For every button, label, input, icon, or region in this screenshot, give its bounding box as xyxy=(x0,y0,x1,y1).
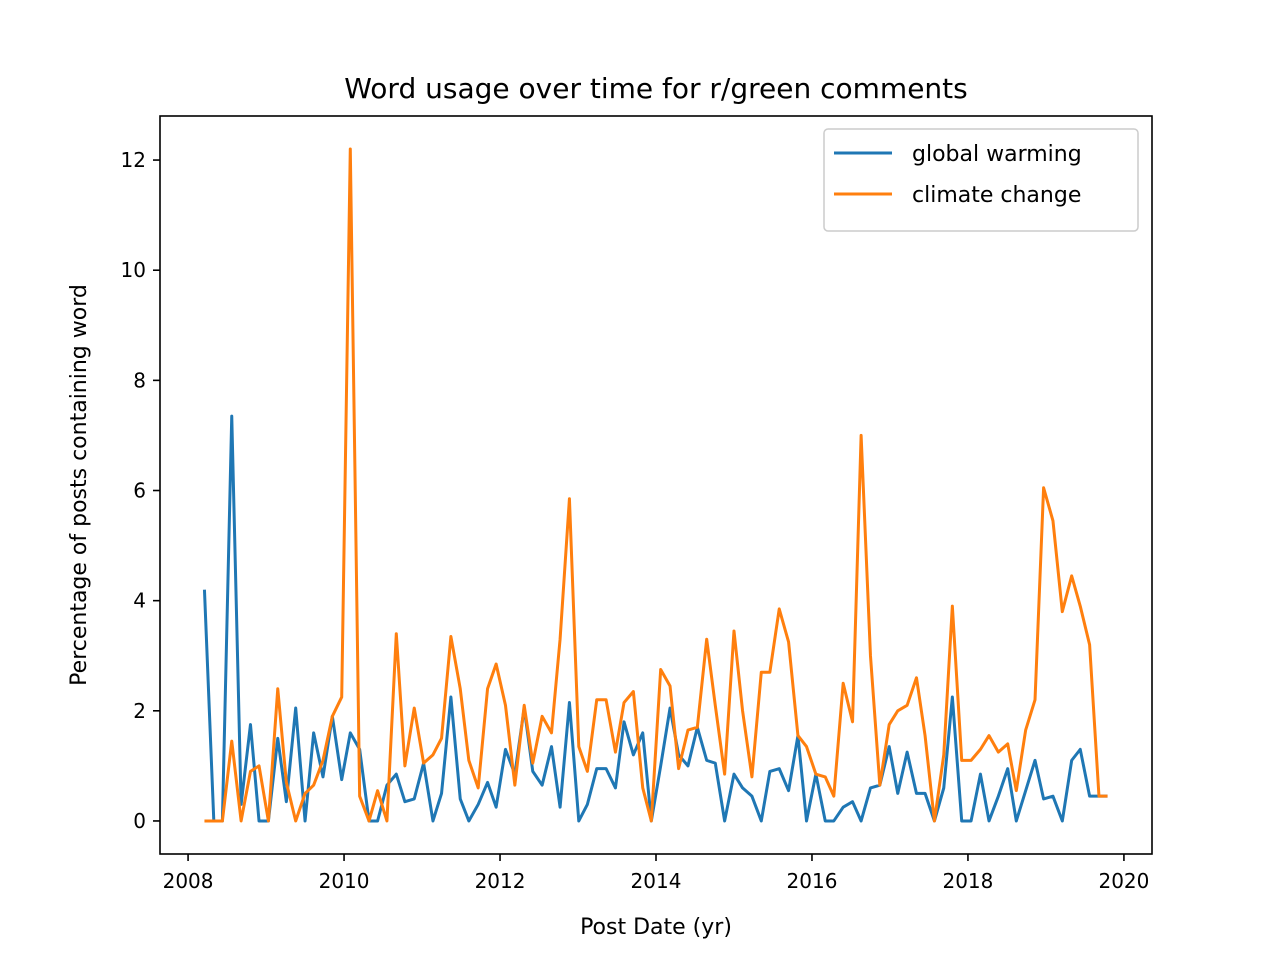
legend-box xyxy=(823,128,1139,232)
x-tick-label: 2014 xyxy=(631,869,682,893)
x-tick-label: 2016 xyxy=(787,869,838,893)
legend-label: climate change xyxy=(912,183,1081,208)
x-tick-label: 2018 xyxy=(942,869,993,893)
x-axis-label: Post Date (yr) xyxy=(580,915,732,940)
x-tick-label: 2012 xyxy=(475,869,526,893)
x-tick-label: 2008 xyxy=(163,869,214,893)
chart-title: Word usage over time for r/green comment… xyxy=(344,72,968,105)
y-axis-label: Percentage of posts containing word xyxy=(67,284,92,686)
y-tick-label: 12 xyxy=(121,148,146,172)
legend: global warming climate change xyxy=(823,128,1139,232)
x-tick-label: 2020 xyxy=(1098,869,1149,893)
x-tick-label: 2010 xyxy=(319,869,370,893)
y-tick-label: 0 xyxy=(133,809,146,833)
legend-label: global warming xyxy=(912,142,1082,167)
y-tick-label: 4 xyxy=(133,589,146,613)
plot-frame xyxy=(159,115,1153,855)
series-line xyxy=(202,414,1108,823)
y-tick-label: 10 xyxy=(121,258,146,282)
series-line xyxy=(204,147,1108,823)
y-tick-label: 8 xyxy=(133,368,146,392)
y-tick-label: 6 xyxy=(133,479,146,503)
y-tick-label: 2 xyxy=(133,699,146,723)
